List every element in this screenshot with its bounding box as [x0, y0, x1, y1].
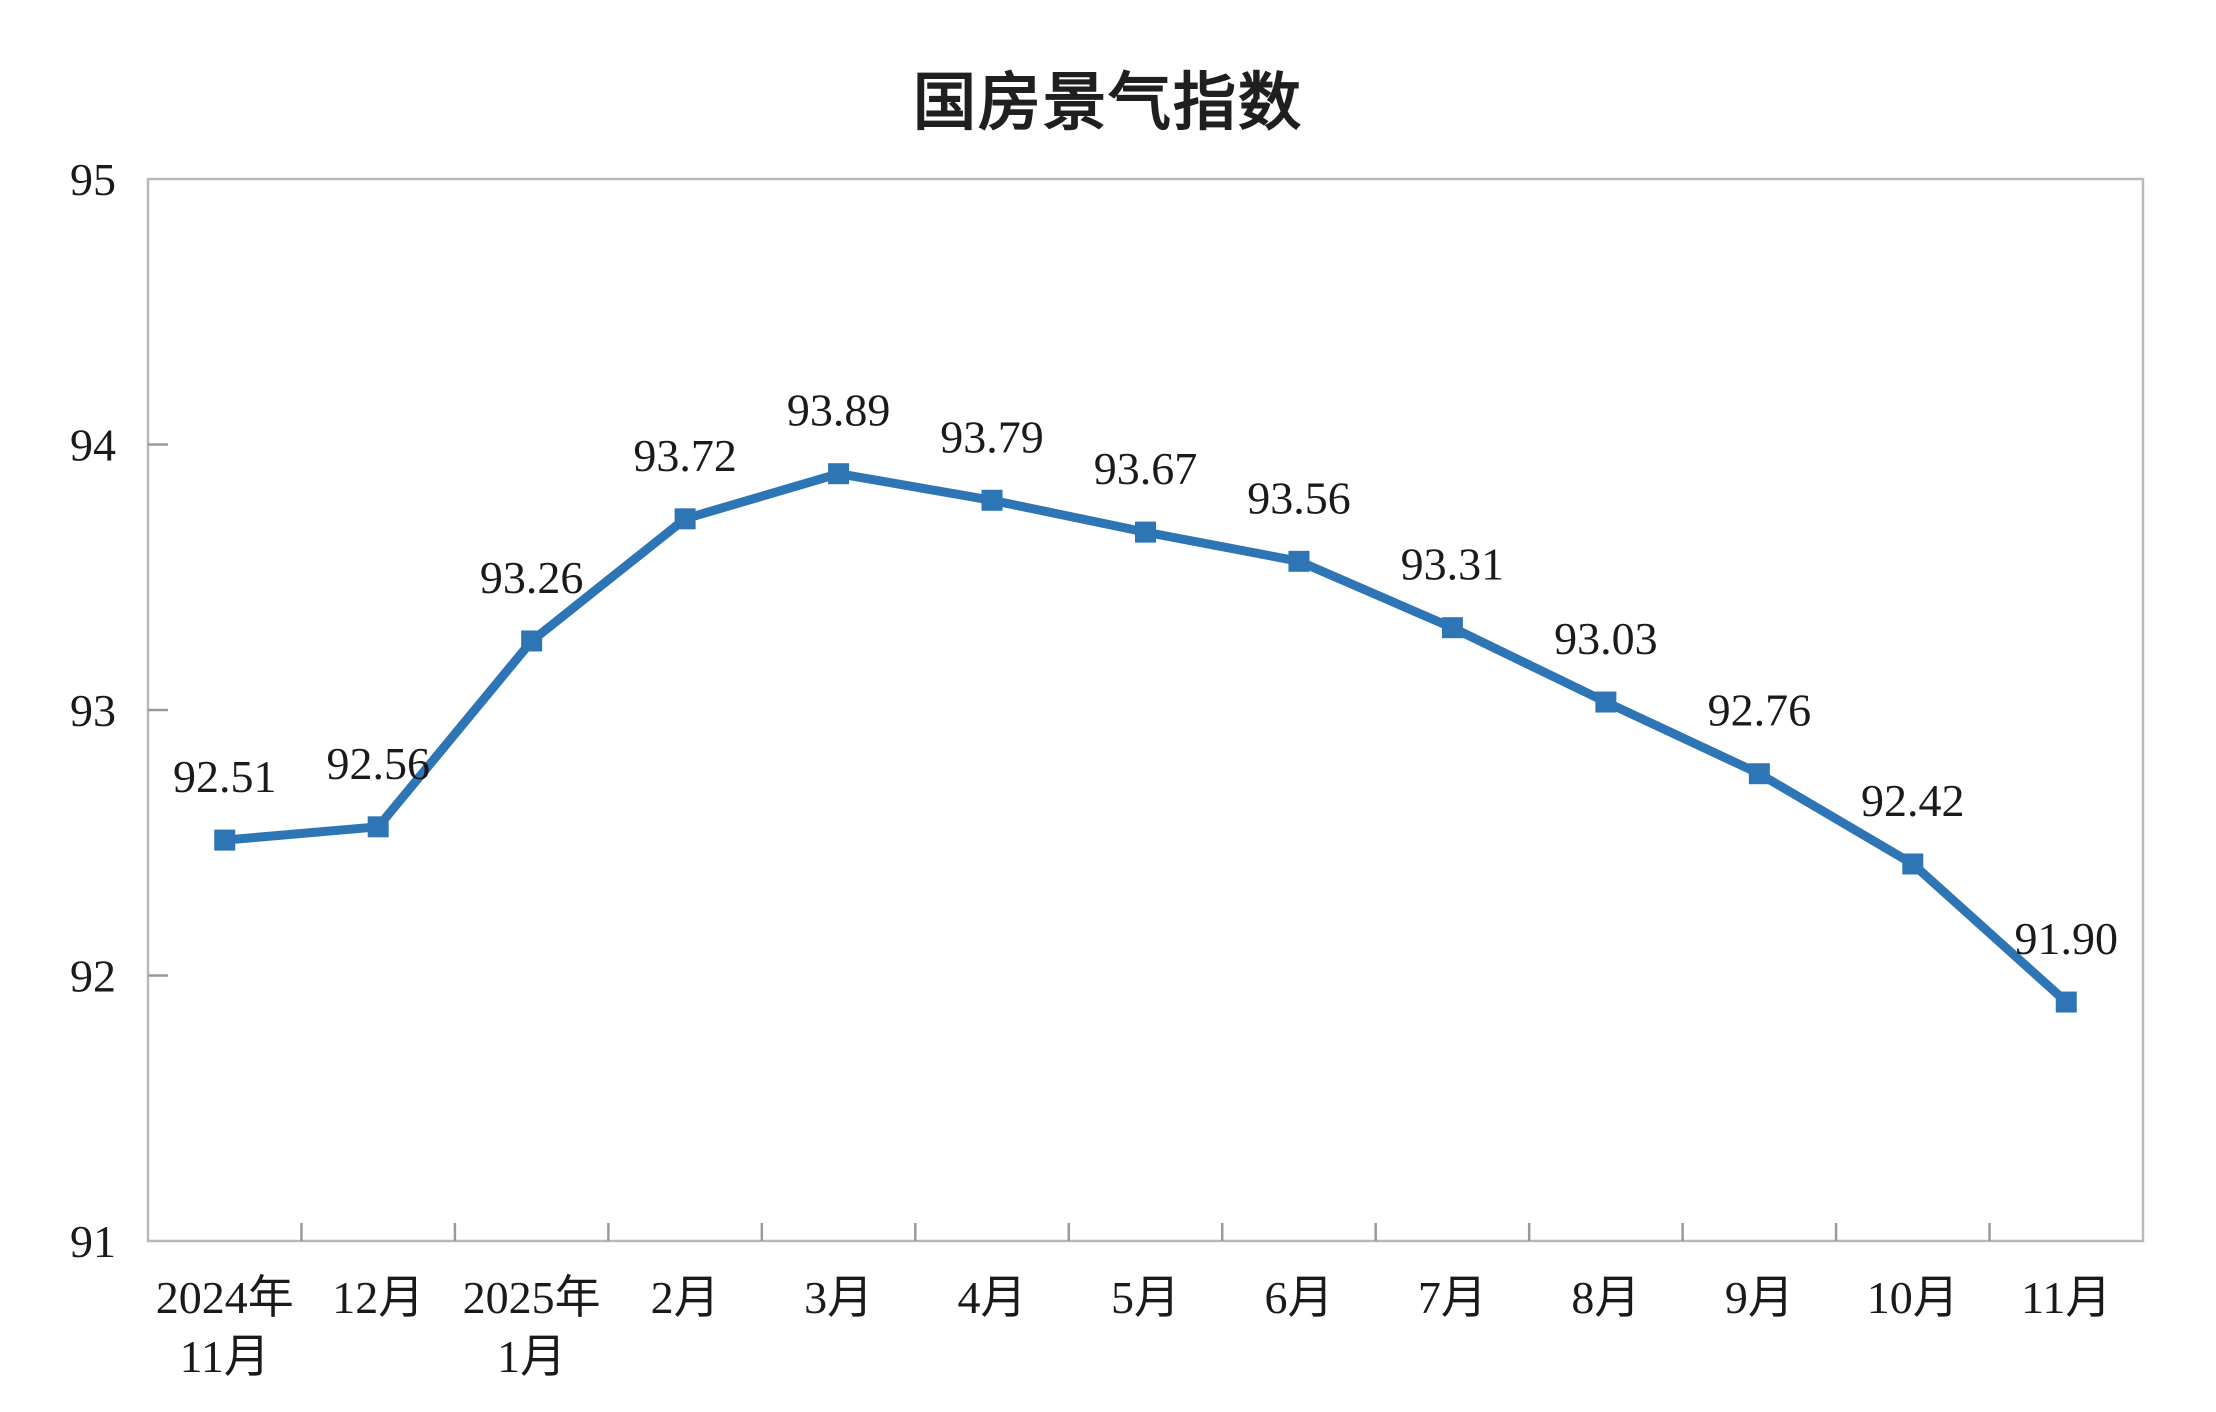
data-point-label: 93.56 [1247, 472, 1351, 523]
data-point-marker [1288, 550, 1310, 572]
data-point-marker [1441, 617, 1463, 639]
x-axis-label: 12月 [332, 1272, 424, 1323]
x-axis-label: 9月 [1725, 1272, 1794, 1323]
y-axis-label: 94 [70, 420, 116, 471]
x-axis-label: 6月 [1264, 1272, 1333, 1323]
data-point-marker [1748, 763, 1770, 785]
x-axis-label: 2024年 [156, 1272, 294, 1323]
x-axis-label: 7月 [1418, 1272, 1487, 1323]
data-point-marker [367, 816, 389, 838]
data-point-marker [1595, 691, 1617, 713]
x-axis-label: 4月 [958, 1272, 1027, 1323]
data-point-label: 93.89 [787, 385, 891, 436]
plot-border [146, 177, 2145, 1243]
data-point-label: 92.76 [1708, 685, 1812, 736]
x-axis-label: 8月 [1571, 1272, 1640, 1323]
x-axis-label: 3月 [804, 1272, 873, 1323]
data-point-label: 93.72 [633, 430, 737, 481]
data-point-marker [828, 463, 850, 485]
x-axis-label: 11月 [2021, 1272, 2111, 1323]
y-axis-label: 91 [70, 1216, 116, 1267]
y-axis-label: 92 [70, 951, 116, 1002]
x-axis-label: 2月 [651, 1272, 720, 1323]
y-axis-label: 93 [70, 685, 116, 736]
data-point-marker [674, 508, 696, 530]
data-point-marker [2055, 991, 2077, 1013]
data-point-label: 93.31 [1401, 539, 1505, 590]
data-point-label: 93.79 [940, 411, 1044, 462]
data-point-marker [1902, 853, 1924, 875]
data-point-label: 91.90 [2015, 913, 2119, 964]
data-point-label: 92.56 [326, 738, 430, 789]
x-axis-label: 10月 [1867, 1272, 1959, 1323]
y-axis-label: 95 [70, 154, 116, 205]
data-point-marker [521, 630, 543, 652]
data-point-marker [214, 829, 236, 851]
data-point-label: 92.42 [1861, 775, 1965, 826]
chart-title: 国房景气指数 [913, 68, 1303, 138]
x-axis-label: 11月 [180, 1331, 270, 1382]
data-point-label: 93.67 [1094, 443, 1198, 494]
data-point-label: 92.51 [173, 751, 277, 802]
data-point-label: 93.03 [1554, 613, 1658, 664]
x-axis-label: 5月 [1111, 1272, 1180, 1323]
data-point-marker [1135, 521, 1156, 543]
data-point-marker [981, 489, 1003, 511]
data-point-label: 93.26 [480, 552, 584, 603]
x-axis-label: 2025年 [463, 1272, 601, 1323]
x-axis-label: 1月 [497, 1331, 566, 1382]
